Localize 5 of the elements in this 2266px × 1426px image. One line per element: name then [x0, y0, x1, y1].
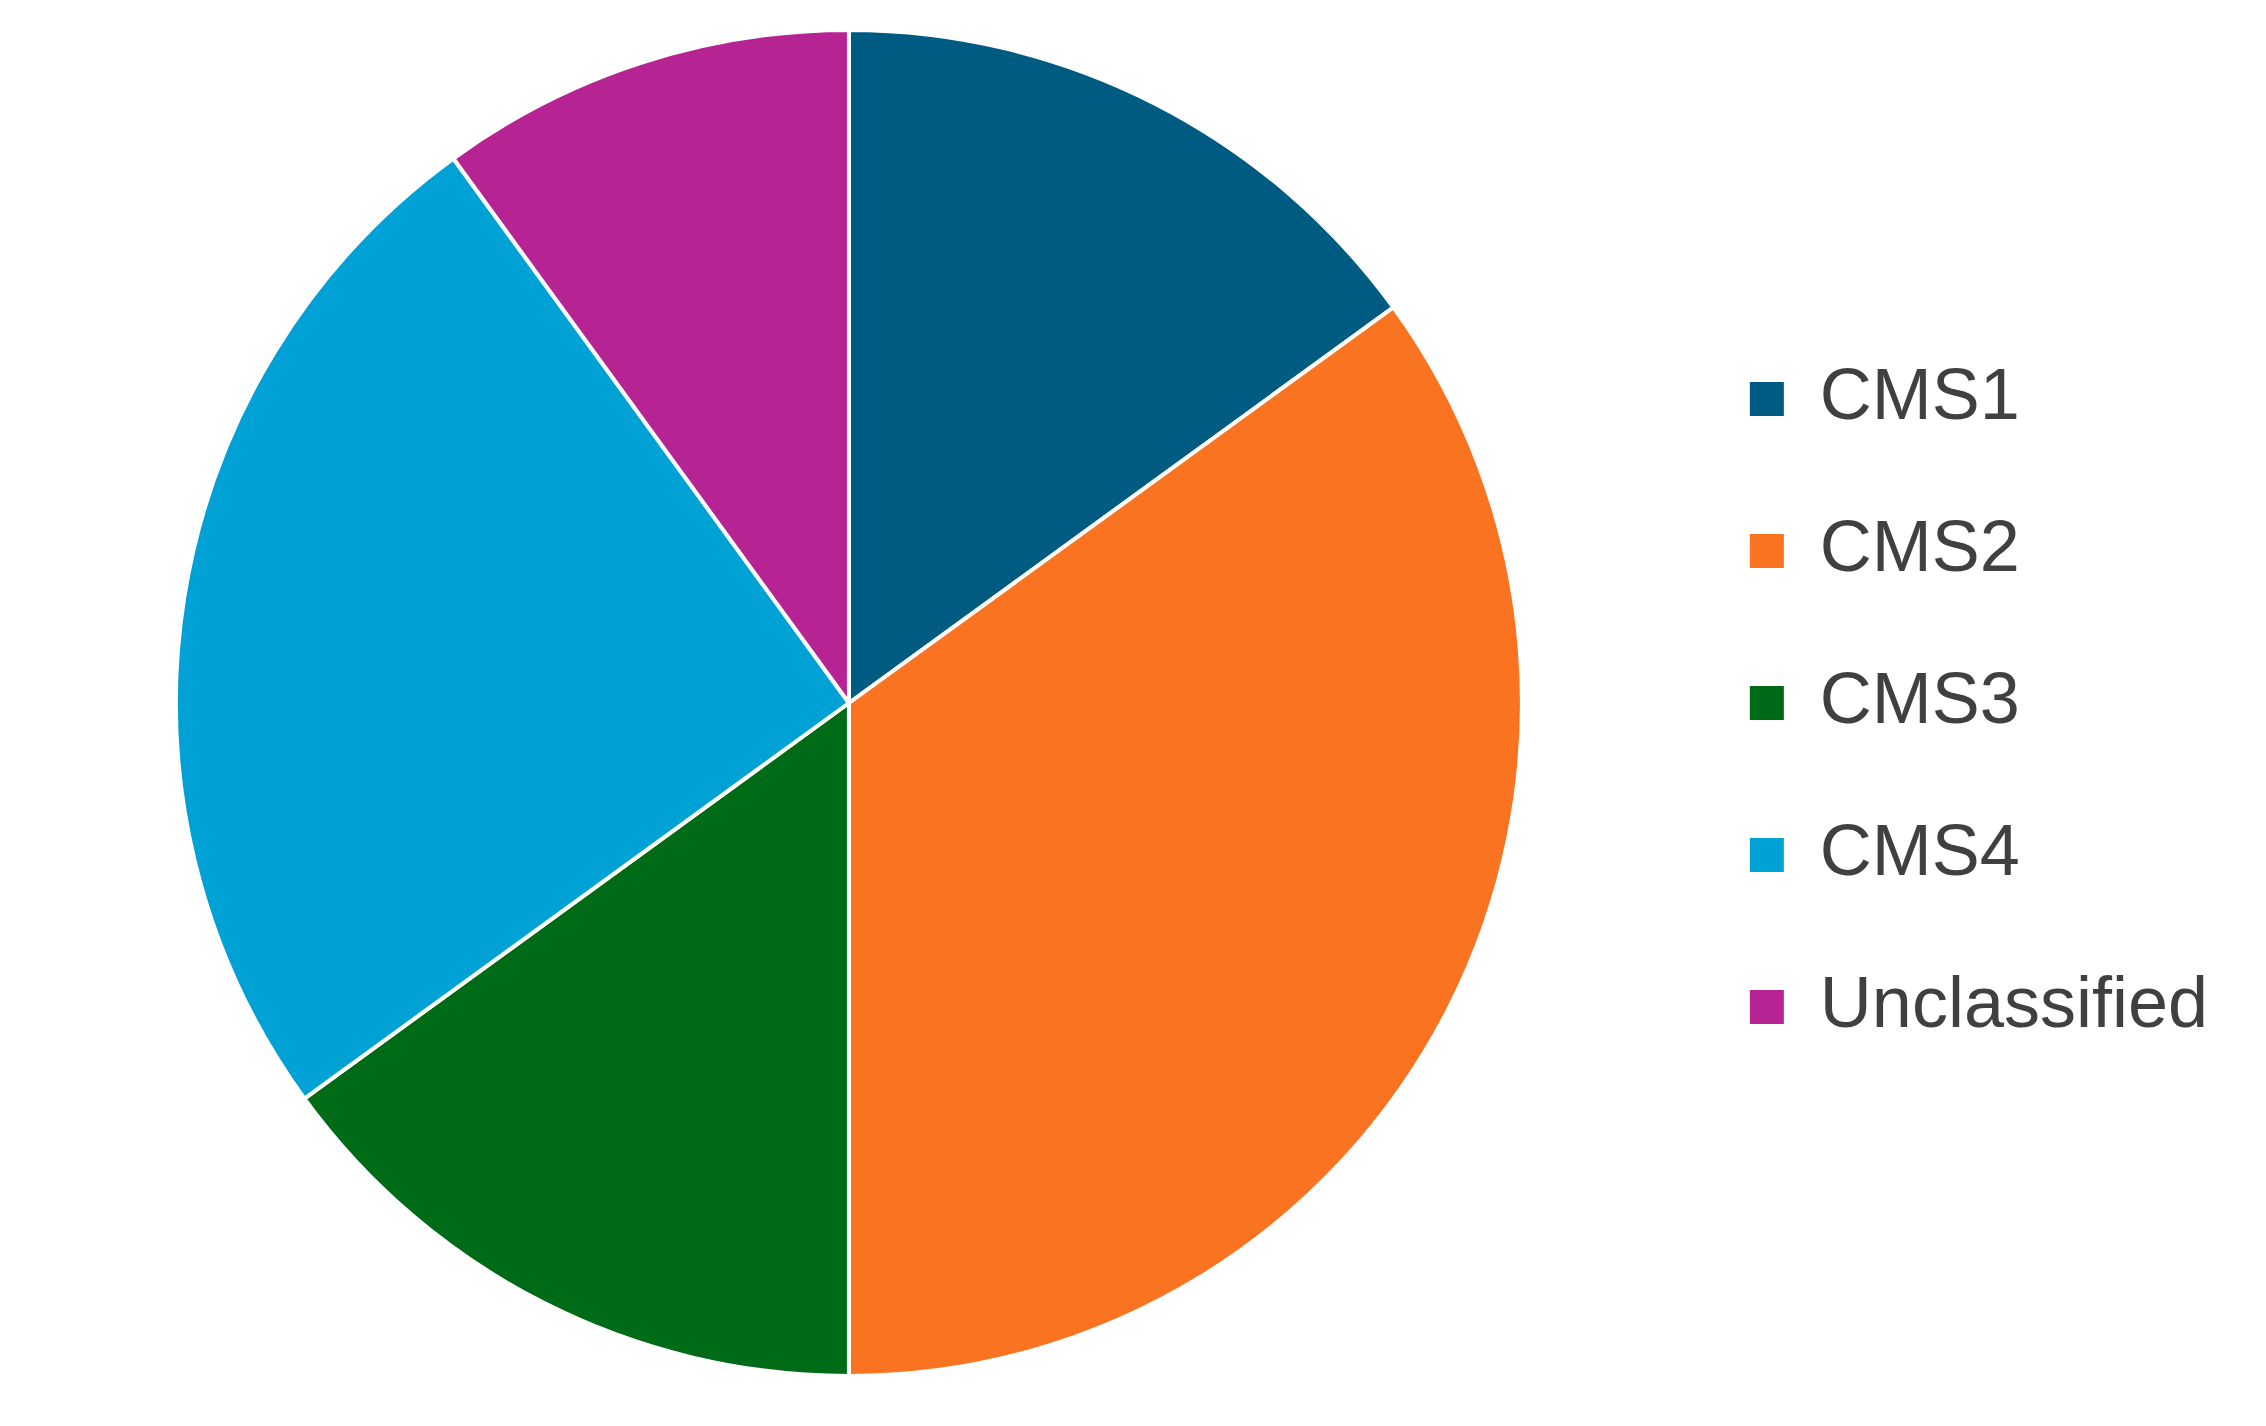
legend-label: Unclassified [1819, 961, 2209, 1042]
legend-label: CMS3 [1819, 657, 2020, 738]
legend-label: CMS2 [1819, 505, 2020, 586]
legend-label: CMS1 [1819, 353, 2020, 434]
legend-label: CMS4 [1819, 809, 2020, 890]
